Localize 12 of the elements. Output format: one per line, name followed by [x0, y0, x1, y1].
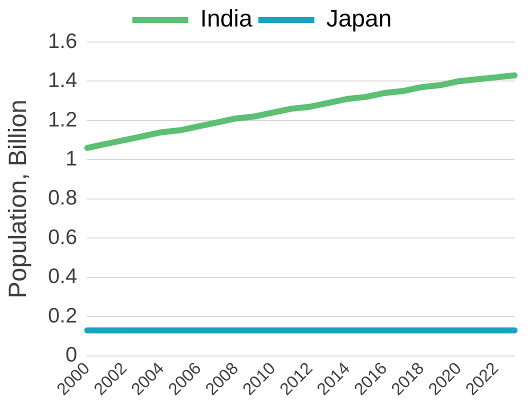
y-tick-label: 0.6	[48, 226, 78, 249]
y-tick-label: 1.2	[48, 108, 78, 132]
y-tick-label: 1.6	[48, 30, 78, 53]
legend-label: Japan	[326, 6, 392, 33]
y-tick-label: 1.4	[48, 69, 78, 92]
legend-label: India	[200, 6, 253, 33]
y-tick-label: 0.8	[48, 186, 78, 210]
y-tick-label: 0	[66, 344, 78, 367]
y-tick-label: 1	[66, 147, 78, 170]
y-tick-label: 0.4	[48, 265, 78, 288]
y-axis-title: Population, Billion	[4, 100, 32, 298]
y-tick-label: 0.2	[48, 304, 78, 328]
